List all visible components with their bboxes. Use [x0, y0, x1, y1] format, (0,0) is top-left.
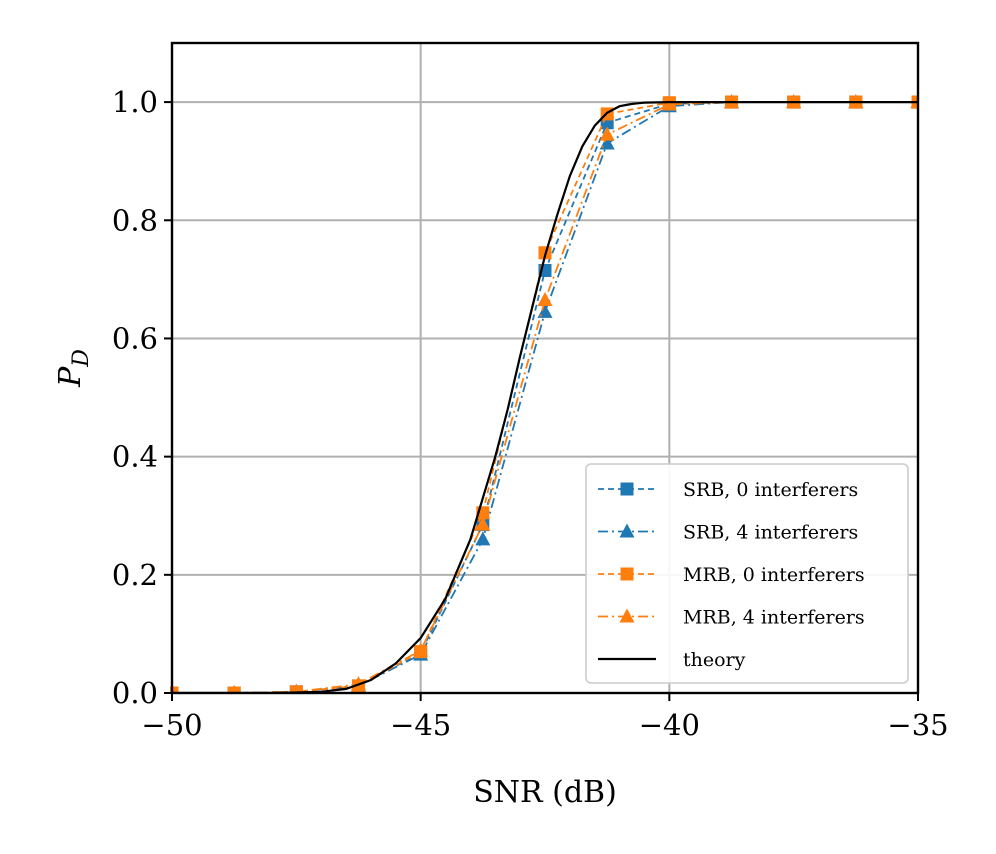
legend-entry: theory — [598, 649, 746, 671]
x-tick-label: −35 — [887, 708, 948, 742]
x-axis-label: SNR (dB) — [473, 775, 617, 810]
x-tick-label: −40 — [639, 708, 700, 742]
legend-marker-swatch — [619, 608, 635, 623]
y-tick-label: 1.0 — [112, 85, 158, 119]
axis-ticks: −50 −45 −40 −35 0.0 0.2 0.4 0.6 0.8 1.0 — [112, 85, 949, 742]
data-point — [537, 292, 553, 307]
y-tick-label: 0.0 — [112, 676, 158, 710]
y-tick-label: 0.4 — [112, 440, 158, 474]
plot-frame — [170, 41, 920, 695]
legend-marker-swatch — [620, 567, 634, 581]
legend-marker-swatch — [620, 482, 634, 496]
legend-label: MRB, 0 interferers — [683, 564, 865, 586]
legend-label: SRB, 4 interferers — [683, 522, 858, 544]
x-tick-label: −45 — [390, 708, 451, 742]
legend-entry: MRB, 0 interferers — [598, 564, 865, 586]
series-line — [172, 100, 918, 693]
legend-entry: MRB, 4 interferers — [598, 607, 865, 629]
legend-entry: SRB, 0 interferers — [598, 479, 858, 501]
data-point — [475, 516, 491, 531]
legend-entry: SRB, 4 interferers — [598, 522, 858, 544]
y-tick-label: 0.6 — [112, 321, 158, 355]
y-axis-label-main: P — [53, 366, 88, 388]
legend-marker-swatch — [619, 523, 635, 538]
data-point — [291, 683, 302, 693]
y-tick-label: 0.2 — [112, 558, 158, 592]
legend-label: SRB, 0 interferers — [683, 479, 858, 501]
data-point — [599, 126, 615, 141]
data-point — [413, 642, 429, 657]
data-point — [661, 96, 677, 111]
legend-box — [585, 463, 909, 684]
data-point — [537, 303, 553, 318]
series-theory — [172, 100, 918, 693]
data-point — [475, 531, 491, 546]
x-tick-label: −50 — [141, 708, 202, 742]
y-axis-label-sub: D — [69, 349, 94, 368]
y-tick-label: 0.8 — [112, 203, 158, 237]
legend-label: MRB, 4 interferers — [683, 607, 865, 629]
legend: SRB, 0 interferers SRB, 4 interferers MRB,… — [585, 463, 909, 684]
svg-text:PD: PD — [53, 349, 94, 388]
legend-label: theory — [683, 649, 746, 671]
y-axis-label: PD — [53, 349, 94, 388]
data-point — [229, 685, 239, 693]
